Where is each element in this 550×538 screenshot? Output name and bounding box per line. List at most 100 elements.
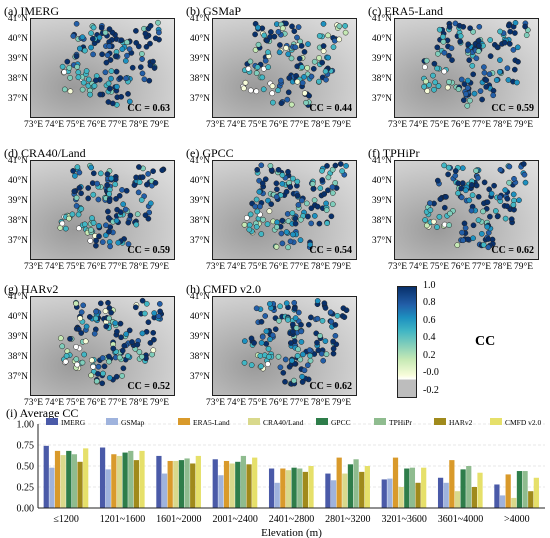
station-dot — [255, 41, 262, 48]
station-dot — [133, 28, 139, 34]
bar — [291, 467, 297, 508]
lon-label: 77°E — [108, 262, 128, 272]
station-dot — [59, 343, 66, 350]
station-dot — [269, 90, 276, 97]
station-dot — [282, 378, 288, 385]
lat-label: 38°N — [371, 74, 392, 84]
station-dot — [327, 309, 334, 316]
map-panel: (g) HARv2 41°N 40°N 39°N 38°N 37°N 73°E 74°E 75°… — [0, 282, 180, 410]
bar — [404, 468, 410, 508]
station-dot — [440, 38, 447, 45]
legend-swatch — [248, 418, 260, 425]
station-dot — [316, 220, 323, 227]
station-dot — [248, 335, 255, 342]
station-dot — [279, 172, 286, 178]
lon-label: 76°E — [87, 398, 107, 408]
station-dot — [278, 230, 285, 237]
station-dot — [251, 340, 257, 346]
station-dot — [436, 213, 443, 220]
map-frame — [30, 296, 175, 396]
station-dot — [310, 186, 317, 192]
lon-label: 78°E — [311, 120, 331, 130]
station-dot — [259, 180, 266, 187]
station-dot — [502, 215, 509, 222]
station-dot — [265, 197, 271, 204]
station-dot — [430, 72, 436, 79]
station-dot — [295, 24, 302, 30]
bar — [122, 452, 128, 508]
bar — [167, 460, 173, 508]
lon-label: 76°E — [87, 262, 107, 272]
station-dot — [293, 325, 300, 331]
station-dot — [87, 91, 93, 98]
station-dot — [441, 204, 448, 211]
station-dot — [434, 44, 441, 51]
station-dot — [259, 334, 266, 340]
station-dot — [423, 57, 430, 64]
station-dot — [465, 236, 471, 243]
bar — [268, 468, 275, 508]
legend-swatch — [434, 418, 446, 425]
station-dot — [298, 321, 304, 328]
bar — [133, 460, 139, 508]
x-tick-label: >4000 — [504, 514, 530, 525]
station-dot — [422, 217, 428, 223]
station-dot — [256, 188, 263, 195]
bar — [156, 455, 162, 508]
station-dot — [252, 31, 258, 38]
bar — [111, 454, 117, 508]
station-dot — [155, 19, 161, 26]
station-dot — [276, 317, 282, 324]
station-dot — [332, 162, 339, 169]
station-dot — [277, 303, 283, 310]
station-dot — [459, 165, 466, 171]
station-dot — [155, 313, 162, 320]
station-dot — [75, 69, 82, 76]
station-dot — [522, 179, 529, 186]
station-dot — [126, 98, 133, 105]
panel-cc-value: CC = 0.52 — [127, 381, 170, 392]
station-dots — [57, 162, 167, 250]
station-dot — [275, 29, 282, 35]
station-dot — [142, 30, 149, 37]
station-dot — [332, 332, 339, 339]
station-dot — [470, 28, 476, 35]
station-dot — [67, 88, 74, 95]
station-dot — [296, 55, 303, 62]
station-dot — [275, 353, 282, 360]
lat-label: 37°N — [189, 94, 210, 104]
station-dot — [81, 351, 88, 358]
station-dot — [274, 219, 280, 226]
station-dot — [475, 217, 482, 224]
station-dot — [298, 339, 305, 345]
station-dot — [295, 309, 302, 316]
station-dot — [262, 57, 269, 64]
station-dot — [462, 225, 469, 231]
station-dot — [152, 35, 159, 42]
station-dot — [78, 190, 84, 197]
lat-label: 38°N — [371, 216, 392, 226]
lat-label: 41°N — [371, 14, 392, 24]
bar — [195, 455, 201, 508]
station-dot — [480, 208, 486, 215]
station-dot — [125, 91, 131, 97]
station-dot — [133, 174, 139, 181]
station-dot — [325, 174, 332, 181]
station-dot — [159, 167, 166, 174]
station-dot — [139, 70, 146, 77]
station-dot — [448, 45, 455, 52]
colorbar-tick: 0.6 — [423, 315, 436, 326]
lon-label: 79°E — [332, 120, 352, 130]
station-dot — [473, 55, 480, 62]
station-dot — [322, 68, 329, 75]
station-dot — [334, 312, 341, 319]
x-tick-label: 2401~2800 — [269, 514, 314, 525]
station-dot — [314, 298, 321, 304]
station-dot — [459, 180, 466, 186]
bar — [274, 482, 280, 508]
station-dot — [484, 223, 491, 230]
station-dot — [481, 179, 488, 186]
station-dot — [288, 101, 295, 108]
station-dot — [511, 66, 518, 73]
station-dot — [295, 202, 302, 208]
